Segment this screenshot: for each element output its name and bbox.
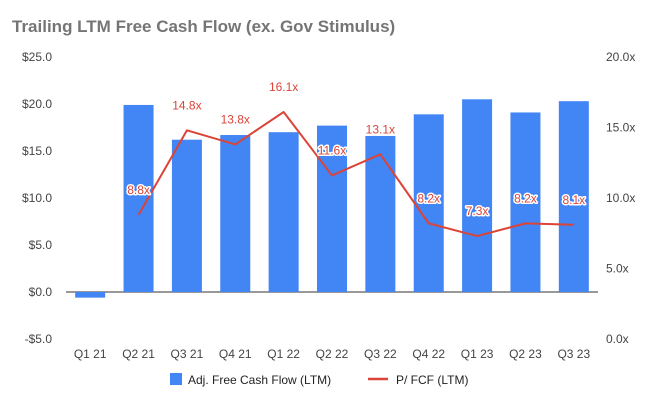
- right-tick-label: 10.0x: [606, 191, 635, 205]
- bar-series: [75, 99, 589, 298]
- line-data-label: 8.2x: [514, 191, 537, 205]
- left-y-axis: -$5.0 $0.0 $5.0 $10.0 $15.0 $20.0 $25.0: [22, 50, 52, 346]
- bar: [75, 292, 106, 298]
- x-tick-label: Q1 23: [461, 347, 494, 361]
- chart-title: Trailing LTM Free Cash Flow (ex. Gov Sti…: [12, 17, 395, 36]
- left-tick-label: $0.0: [29, 285, 53, 299]
- bar: [365, 135, 396, 292]
- line-data-label: 7.3x: [466, 204, 489, 218]
- x-tick-label: Q4 22: [412, 347, 445, 361]
- right-tick-label: 5.0x: [606, 262, 629, 276]
- right-tick-label: 20.0x: [606, 50, 635, 64]
- bar: [462, 99, 493, 292]
- left-tick-label: $10.0: [22, 191, 52, 205]
- bar: [317, 125, 347, 293]
- legend: Adj. Free Cash Flow (LTM) P/ FCF (LTM): [170, 373, 468, 387]
- line-data-labels: 8.8x 14.8x 13.8x 16.1x 11.6x 13.1x 8.2x 7.3x 8.2…: [126, 78, 587, 219]
- left-tick-label: $20.0: [22, 97, 52, 111]
- bar: [220, 135, 251, 292]
- right-tick-label: 0.0x: [606, 332, 629, 346]
- bar: [558, 101, 589, 293]
- x-tick-label: Q3 21: [171, 347, 204, 361]
- x-tick-label: Q1 22: [267, 347, 300, 361]
- bar: [268, 132, 299, 292]
- bar: [413, 114, 444, 292]
- line-data-label: 8.8x: [127, 183, 150, 197]
- left-tick-label: -$5.0: [25, 332, 53, 346]
- line-series: [137, 110, 574, 238]
- x-tick-label: Q3 22: [364, 347, 397, 361]
- line-data-label: 11.6x: [318, 143, 346, 157]
- x-tick-label: Q2 22: [316, 347, 349, 361]
- legend-label-bar: Adj. Free Cash Flow (LTM): [188, 373, 331, 387]
- legend-swatch-bar: [170, 373, 182, 385]
- left-tick-label: $15.0: [22, 144, 52, 158]
- left-tick-label: $5.0: [29, 238, 53, 252]
- bar: [510, 112, 541, 293]
- right-y-axis: 0.0x 5.0x 10.0x 15.0x 20.0x: [606, 50, 635, 346]
- line-data-label: 13.1x: [366, 122, 395, 136]
- line-data-label: 14.8x: [172, 98, 201, 112]
- left-tick-label: $25.0: [22, 50, 52, 64]
- x-tick-label: Q1 21: [74, 347, 107, 361]
- x-tick-label: Q2 21: [122, 347, 155, 361]
- x-tick-label: Q4 21: [219, 347, 252, 361]
- x-axis: Q1 21 Q2 21 Q3 21 Q4 21 Q1 22 Q2 22 Q3 22 Q4 22…: [74, 347, 591, 361]
- legend-label-line: P/ FCF (LTM): [396, 373, 468, 387]
- x-tick-label: Q2 23: [509, 347, 542, 361]
- line-data-label: 8.2x: [417, 191, 440, 205]
- line-data-label: 13.8x: [221, 112, 250, 126]
- line-path: [137, 110, 574, 238]
- line-data-label: 16.1x: [269, 80, 298, 94]
- bar: [171, 139, 202, 292]
- right-tick-label: 15.0x: [606, 121, 635, 135]
- x-tick-label: Q3 23: [557, 347, 590, 361]
- line-data-label: 8.1x: [562, 193, 585, 207]
